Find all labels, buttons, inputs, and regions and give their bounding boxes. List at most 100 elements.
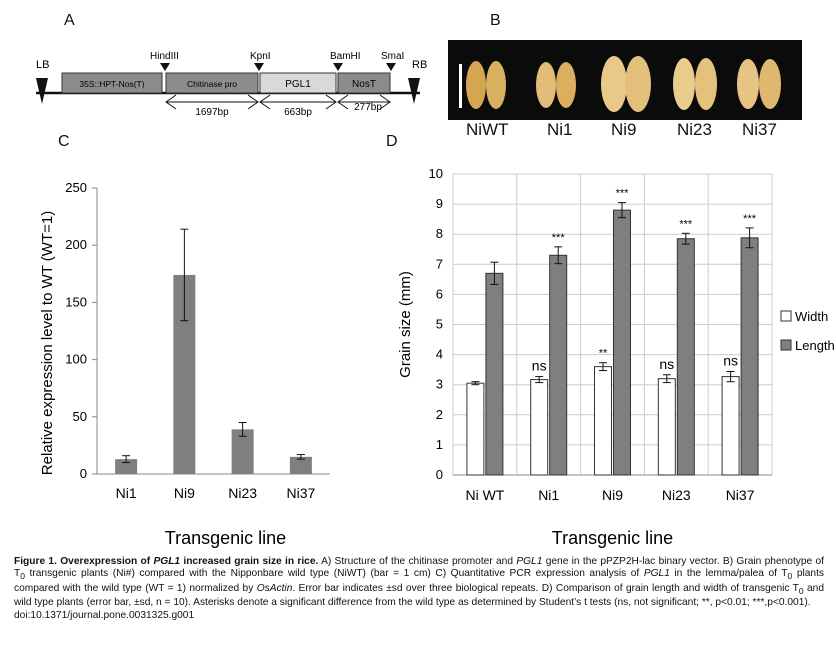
d-bar-length	[613, 209, 631, 476]
c-y-tick-label: 150	[65, 294, 87, 309]
smai-label: SmaI	[381, 51, 404, 62]
d-x-tick-label: Ni1	[538, 487, 559, 503]
caption-s2: gene in the pPZP2H-lac binary vector. B)…	[14, 556, 825, 580]
size-brackets	[165, 94, 391, 110]
caption-s4: in the lemma/palea of T	[669, 568, 788, 580]
caption-fig: Figure 1. Overexpression of	[14, 556, 154, 567]
grain-label-niwt: NiWT	[466, 120, 509, 139]
kpni-site-marker	[254, 63, 264, 71]
grain-niwt	[466, 61, 506, 109]
hindiii-site-marker	[160, 63, 170, 71]
caption-s7: and wild type plants (error bar, ±sd, n …	[14, 582, 825, 609]
grain-label-ni9: Ni9	[611, 120, 637, 139]
d-bar-length	[676, 238, 695, 476]
d-bar-width	[721, 376, 740, 476]
caption-gene: PGL1	[153, 556, 181, 567]
chitinase-promoter-label: Chitinase pro	[187, 79, 237, 89]
pgl1-label: PGL1	[285, 79, 311, 90]
hpt-cassette-label: 35S::HPT-Nos(T)	[79, 79, 144, 89]
d-significance-label: ns	[532, 358, 547, 374]
d-x-tick-label: Ni37	[726, 487, 755, 503]
grain-photo	[448, 40, 802, 120]
d-y-axis-title: Grain size (mm)	[397, 271, 414, 378]
d-legend-swatch-width	[780, 310, 792, 322]
d-significance-label: ***	[552, 232, 566, 244]
c-bar	[289, 456, 312, 474]
d-bar-width	[657, 378, 676, 476]
grain-ni23	[673, 58, 717, 110]
grain-label-ni23: Ni23	[677, 120, 712, 139]
d-y-tick-label: 3	[436, 377, 443, 392]
caption-gene3: PGL1	[643, 568, 670, 580]
grain-label-ni37: Ni37	[742, 120, 777, 139]
c-bar	[115, 459, 138, 474]
caption-s3: transgenic plants (Ni#) compared with th…	[24, 568, 644, 580]
d-legend-swatch-length	[780, 339, 792, 351]
d-bar-length	[549, 254, 568, 476]
d-y-tick-label: 6	[436, 286, 443, 301]
d-significance-label: ns	[659, 356, 674, 372]
c-y-axis-title: Relative expression level to WT (WT=1)	[39, 211, 56, 475]
caption-gene2: PGL1	[516, 556, 543, 567]
d-bar-length	[740, 237, 759, 476]
caption-s5: plants compared with the wild type (WT =…	[14, 568, 825, 594]
d-x-tick-label: Ni WT	[465, 487, 504, 503]
d-significance-label: ***	[616, 188, 630, 200]
c-y-tick-label: 200	[65, 237, 87, 252]
pgl1-size-label: 663bp	[284, 107, 312, 118]
d-y-tick-label: 10	[429, 166, 443, 181]
d-significance-label: ***	[743, 213, 757, 225]
d-x-tick-label: Ni23	[662, 487, 691, 503]
panel-label-a: A	[64, 12, 75, 29]
nost-label: NosT	[352, 79, 376, 90]
pgl1-box	[259, 72, 337, 94]
d-bar-width	[530, 379, 549, 476]
d-bar-length	[485, 272, 504, 476]
d-y-tick-label: 5	[436, 317, 443, 332]
d-x-tick-label: Ni9	[602, 487, 623, 503]
grain-ni37	[737, 59, 781, 109]
kpni-label: KpnI	[250, 51, 271, 62]
d-x-axis-title: Transgenic line	[552, 528, 673, 548]
c-x-tick-label: Ni1	[116, 485, 137, 501]
d-significance-label: ns	[723, 352, 738, 368]
d-y-tick-label: 4	[436, 347, 443, 362]
d-y-tick-label: 0	[436, 467, 443, 482]
grain-ni9	[601, 56, 651, 112]
caption-s1: A) Structure of the chitinase promoter a…	[318, 556, 517, 567]
panel-label-d: D	[386, 133, 398, 150]
caption-title-rest: increased grain size in rice.	[180, 556, 319, 567]
d-y-tick-label: 2	[436, 407, 443, 422]
caption-sub-b: 0	[787, 571, 793, 582]
c-y-tick-label: 50	[73, 409, 87, 424]
construct-diagram: LB RB 35S::HPT-Nos(T) Chitinase pro PGL1…	[36, 51, 427, 118]
panel-label-b: B	[490, 12, 501, 29]
lb-border-marker	[36, 78, 48, 104]
c-y-tick-label: 0	[80, 466, 87, 481]
lb-label: LB	[36, 59, 49, 71]
caption-s6: . Error bar indicates ±sd over three bio…	[292, 582, 799, 594]
c-x-tick-label: Ni37	[286, 485, 315, 501]
d-significance-label: ***	[679, 218, 693, 230]
d-bar-width	[466, 382, 485, 476]
hpt-cassette-box	[61, 72, 163, 94]
nost-size-label: 277bp	[354, 102, 382, 113]
c-bar	[231, 429, 254, 474]
d-y-tick-label: 8	[436, 226, 443, 241]
grain-ni1	[536, 62, 576, 108]
caption-sub-a: 0	[20, 571, 25, 582]
d-y-tick-label: 9	[436, 196, 443, 211]
c-x-tick-label: Ni9	[174, 485, 195, 501]
c-bar	[173, 274, 196, 474]
c-x-tick-label: Ni23	[228, 485, 257, 501]
d-legend-label-length: Length	[795, 338, 835, 353]
d-y-tick-label: 1	[436, 437, 443, 452]
d-significance-label: **	[599, 348, 608, 360]
c-y-tick-label: 250	[65, 180, 87, 195]
promoter-size-label: 1697bp	[195, 107, 229, 118]
hindiii-label: HindIII	[150, 51, 179, 62]
d-y-tick-label: 7	[436, 256, 443, 271]
rb-label: RB	[412, 59, 427, 71]
grain-label-ni1: Ni1	[547, 120, 573, 139]
